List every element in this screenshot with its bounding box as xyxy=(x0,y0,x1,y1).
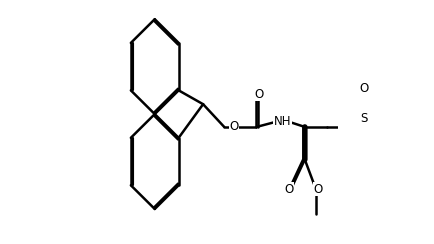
Text: O: O xyxy=(360,82,369,95)
Text: O: O xyxy=(284,183,293,196)
Text: O: O xyxy=(230,121,239,133)
Text: O: O xyxy=(314,183,323,196)
Text: S: S xyxy=(361,112,368,124)
Text: NH: NH xyxy=(274,114,291,128)
Text: O: O xyxy=(254,88,263,101)
Polygon shape xyxy=(303,127,306,160)
